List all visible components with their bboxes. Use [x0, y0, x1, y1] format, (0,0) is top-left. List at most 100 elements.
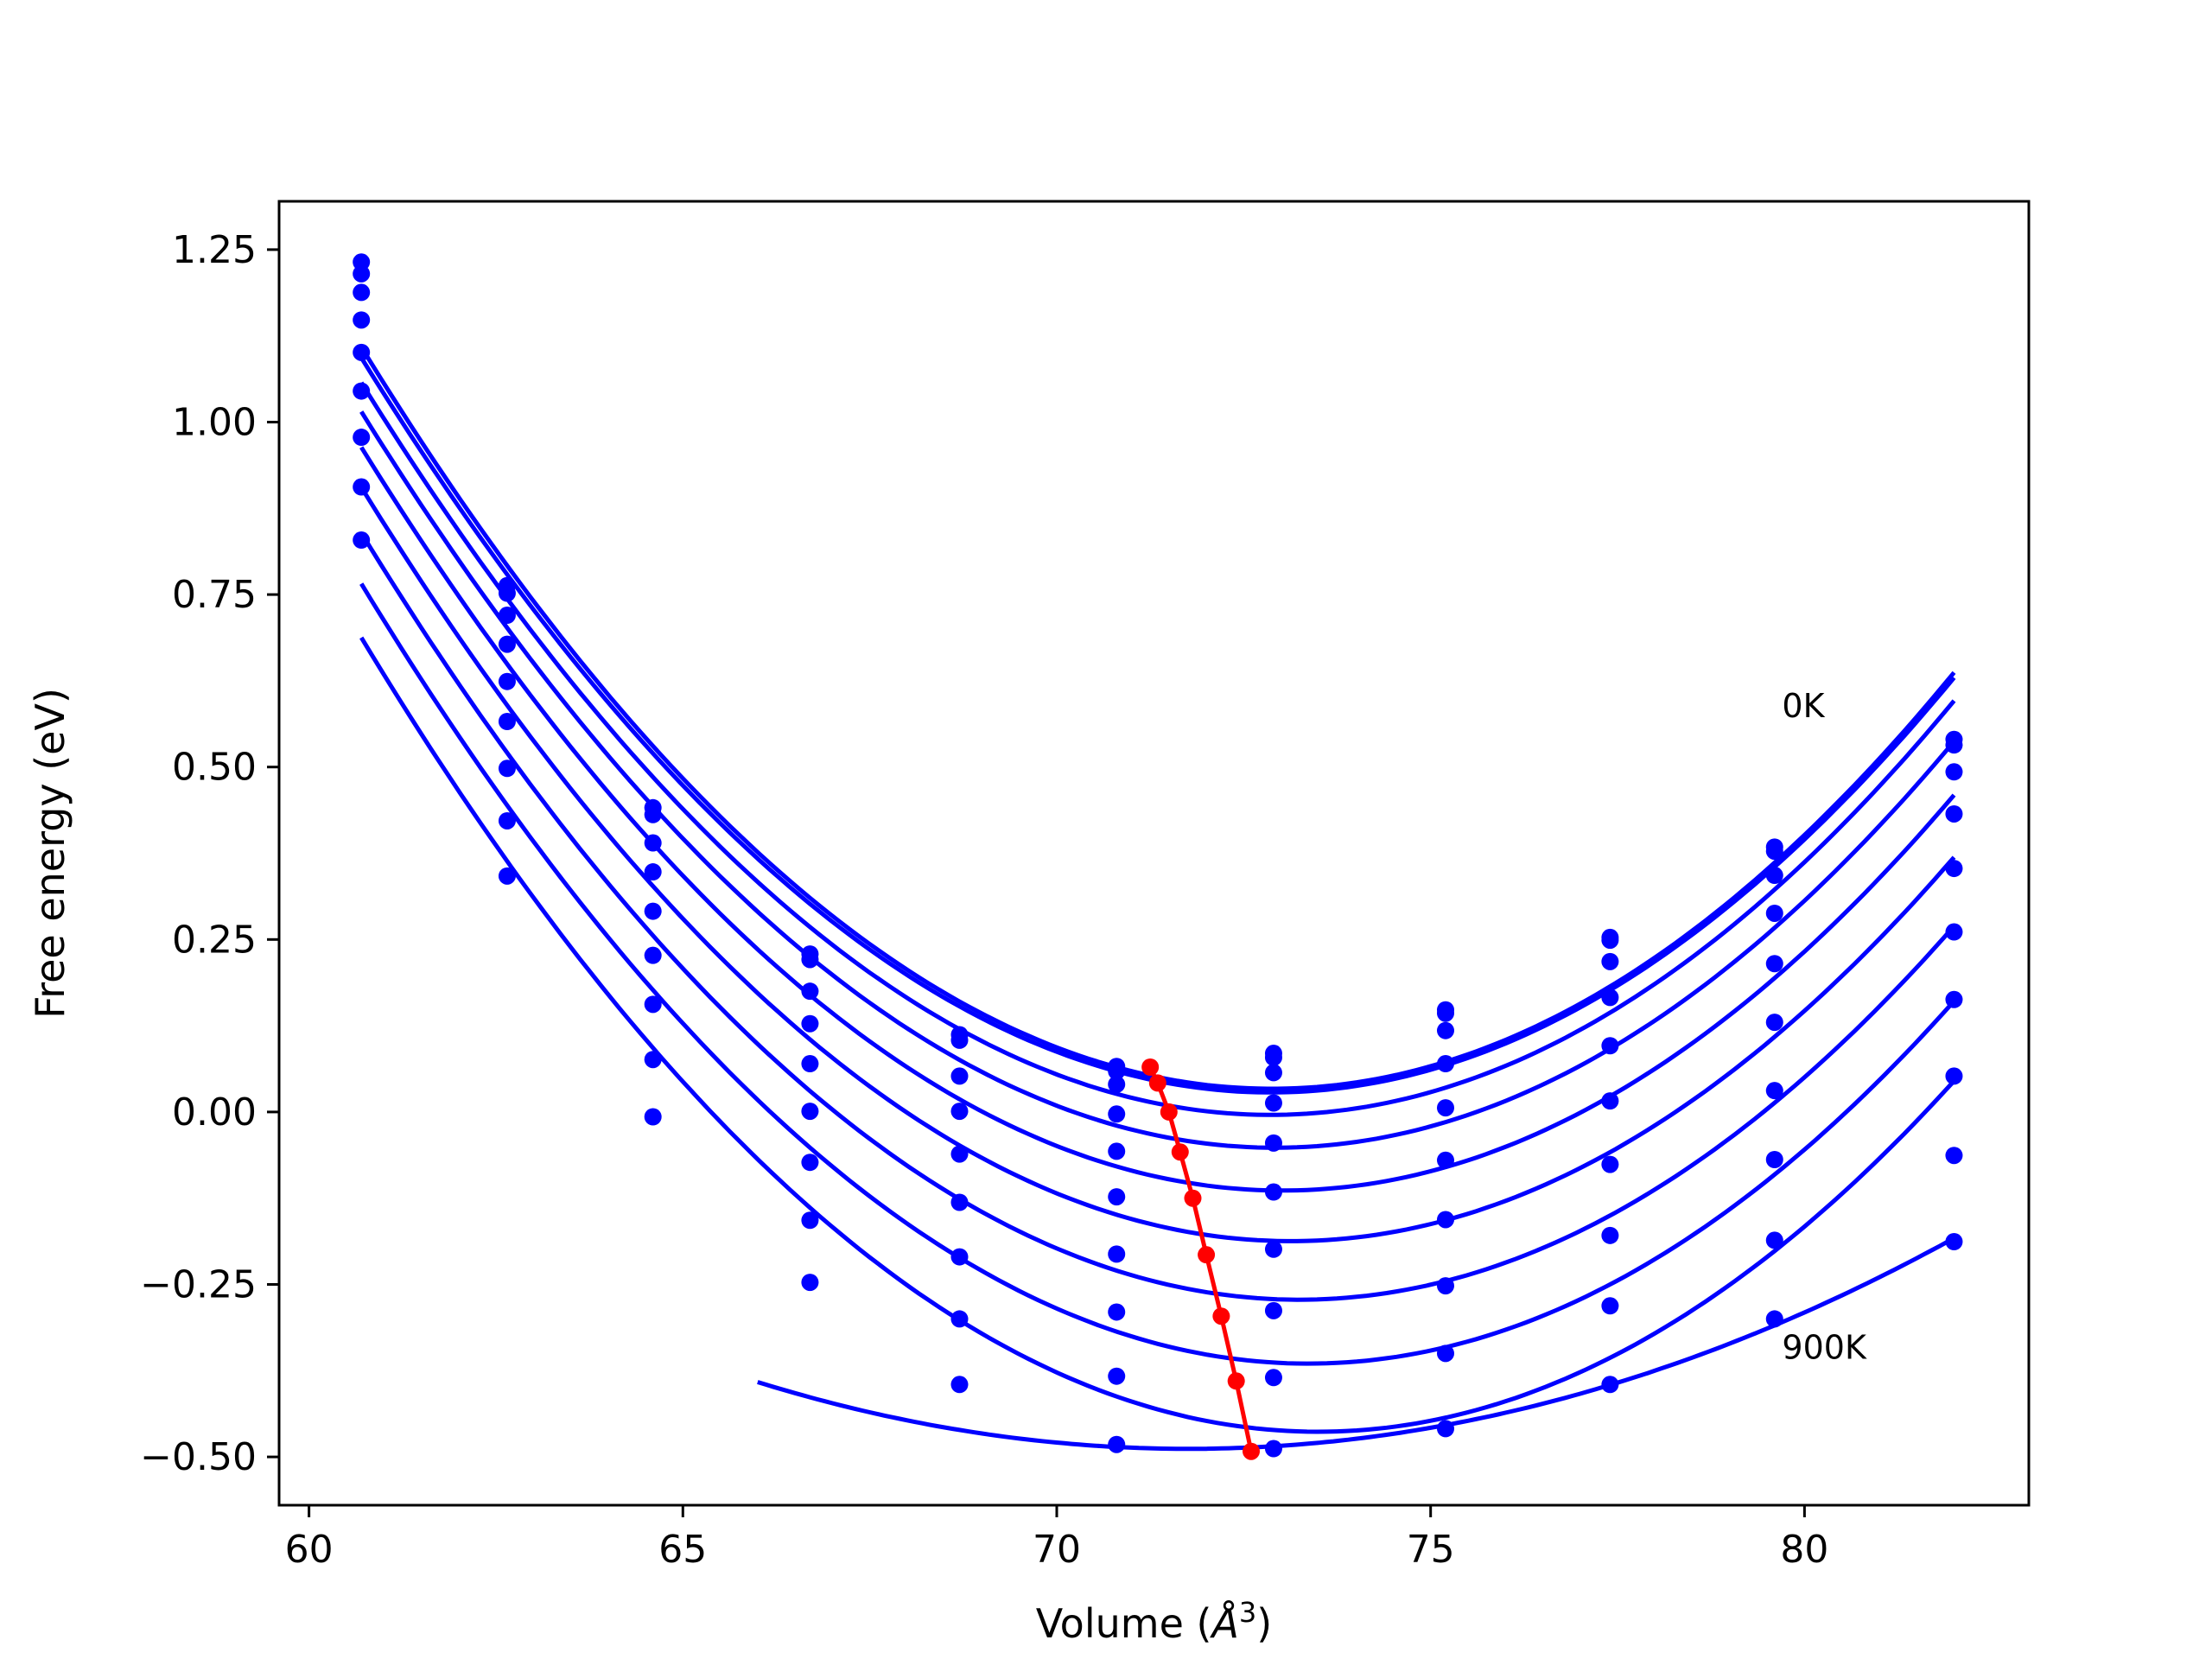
data-point [801, 982, 819, 1001]
data-point [353, 478, 371, 496]
data-point [1765, 955, 1783, 973]
series-line [359, 582, 1956, 1366]
minimum-point [1141, 1058, 1160, 1077]
series-line [359, 381, 1956, 1117]
series-line [359, 486, 1956, 1243]
data-point [353, 283, 371, 302]
y-tick-label: 0.25 [172, 918, 257, 962]
data-point [498, 635, 516, 653]
data-point [801, 1211, 819, 1230]
data-point [1945, 1233, 1963, 1251]
data-point [1437, 1211, 1454, 1229]
data-point [1437, 1151, 1454, 1169]
data-point [950, 1031, 969, 1049]
data-point [801, 1103, 819, 1121]
data-point [498, 584, 516, 602]
series-line [359, 636, 1956, 1434]
data-point [1108, 1105, 1126, 1123]
data-point [644, 863, 662, 881]
y-tick-label: −0.25 [140, 1263, 257, 1307]
data-point [1437, 1420, 1454, 1438]
data-point [353, 531, 371, 550]
data-point [353, 311, 371, 329]
annotation-label: 0K [1782, 687, 1825, 725]
y-tick-label: 0.75 [172, 573, 257, 617]
annotation-layer: 0K 900K [1782, 687, 1867, 1367]
data-point [1601, 1376, 1619, 1394]
data-point [1601, 1226, 1619, 1244]
series-line [359, 531, 1956, 1302]
data-point [644, 946, 662, 964]
x-axis-label-unit: Å [1209, 1600, 1238, 1647]
data-point [498, 760, 516, 778]
data-point [950, 1103, 969, 1121]
data-point [1437, 1277, 1454, 1295]
data-point [644, 1108, 662, 1126]
data-point [1108, 1188, 1126, 1206]
y-axis-label: Free energy (eV) [27, 688, 73, 1019]
data-point [1264, 1369, 1282, 1387]
x-tick-label: 65 [658, 1528, 707, 1572]
minimum-point [1160, 1103, 1178, 1121]
data-point [1765, 904, 1783, 922]
data-point [1945, 763, 1963, 781]
data-point [1945, 1067, 1963, 1085]
data-point [1264, 1183, 1282, 1201]
data-point [1264, 1134, 1282, 1152]
y-tick-label: 0.50 [172, 746, 257, 790]
data-point [498, 672, 516, 690]
y-tick-label: 1.00 [172, 400, 257, 444]
data-point [801, 1274, 819, 1292]
y-tick-label: 0.00 [172, 1090, 257, 1135]
minimum-path-layer [1141, 1058, 1260, 1460]
data-point [1108, 1435, 1126, 1453]
x-axis-label-prefix: Volume ( [1036, 1600, 1212, 1647]
data-point [1264, 1048, 1282, 1066]
plot-frame [277, 200, 2031, 1507]
data-point [1437, 1099, 1454, 1117]
series-line [359, 446, 1956, 1193]
data-point [353, 382, 371, 400]
data-point [1437, 1055, 1454, 1073]
data-point [1108, 1303, 1126, 1321]
y-tick-label: −0.50 [140, 1435, 257, 1479]
data-point [1601, 952, 1619, 970]
data-point [1601, 1092, 1619, 1110]
data-point [1765, 1150, 1783, 1168]
y-tick-label: 1.25 [172, 228, 257, 272]
data-point [1601, 1155, 1619, 1173]
data-point [1765, 867, 1783, 885]
data-point [1765, 1082, 1783, 1100]
data-point [1108, 1075, 1126, 1093]
data-point [950, 1376, 969, 1394]
data-point [1945, 804, 1963, 823]
data-point [498, 811, 516, 830]
series-line [757, 1236, 1955, 1452]
data-point [1601, 1297, 1619, 1315]
data-point [1264, 1240, 1282, 1258]
x-tick-label: 70 [1033, 1528, 1081, 1572]
data-point [498, 867, 516, 885]
data-point [1945, 1147, 1963, 1165]
minimum-point [1148, 1074, 1166, 1092]
data-point [1765, 1310, 1783, 1328]
data-point [644, 902, 662, 920]
data-point [1765, 1231, 1783, 1249]
data-point [1765, 1014, 1783, 1032]
data-point [498, 713, 516, 731]
series-layer [353, 253, 1963, 1458]
data-point [801, 1055, 819, 1073]
x-tick-label: 60 [285, 1528, 334, 1572]
data-point [1264, 1064, 1282, 1082]
data-point [1601, 988, 1619, 1007]
data-point [1437, 1344, 1454, 1363]
data-point [644, 995, 662, 1014]
data-point [1437, 1021, 1454, 1039]
data-point [1264, 1094, 1282, 1112]
data-point [1108, 1142, 1126, 1160]
data-point [1945, 923, 1963, 941]
data-point [1437, 1004, 1454, 1022]
x-axis-label-sup: 3 [1239, 1596, 1256, 1629]
y-axis: −0.50 −0.25 0.00 0.25 0.50 0.75 1.00 1.25 [140, 228, 279, 1479]
data-point [1264, 1440, 1282, 1458]
